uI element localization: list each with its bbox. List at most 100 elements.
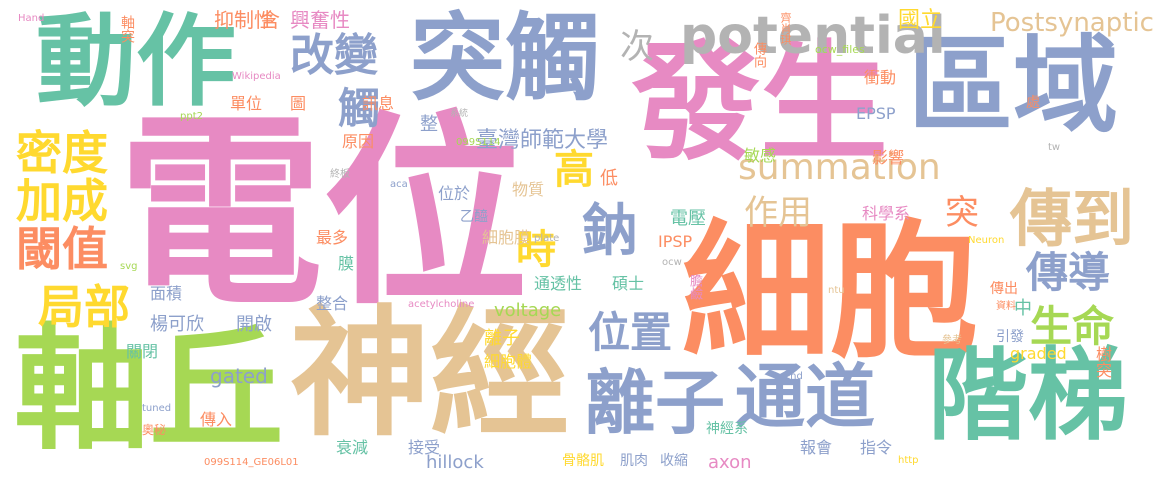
word-cloud-word: 傳入 xyxy=(200,410,233,429)
word-cloud-word: 指令 xyxy=(860,438,893,457)
word-cloud-word: 乙醯 xyxy=(460,209,488,225)
word-cloud-word: 離子 xyxy=(484,328,520,349)
word-cloud-word: svg xyxy=(120,261,138,272)
word-cloud-word: ocw xyxy=(662,257,682,268)
word-cloud-word: 次 xyxy=(620,27,654,67)
word-cloud-word: plate xyxy=(534,233,560,244)
word-cloud-word: 肌肉 xyxy=(620,453,648,469)
word-cloud-word: 引發 xyxy=(996,329,1024,345)
word-cloud-word: 神經系 xyxy=(706,421,748,437)
word-cloud-word: 終板 xyxy=(330,169,350,180)
word-cloud-word: 處 xyxy=(1026,95,1040,111)
word-cloud-word: 面積 xyxy=(150,284,183,303)
word-cloud-word: 動作 xyxy=(36,3,236,120)
word-cloud-word: IPSP xyxy=(658,232,693,251)
word-cloud-word: 衝動 xyxy=(864,68,897,87)
word-cloud-word: 臺灣師範大學 xyxy=(476,128,609,153)
word-cloud-word: tw xyxy=(1048,142,1061,153)
word-cloud-word: 接受 xyxy=(408,438,441,457)
word-cloud-word: 電位 xyxy=(118,95,528,333)
word-cloud-word: 抑制性 xyxy=(214,8,274,32)
word-cloud-word: 區域 xyxy=(908,25,1119,147)
word-cloud-word: 改變 xyxy=(290,30,378,81)
word-cloud-word: 關閉 xyxy=(126,342,159,361)
word-cloud-word: 局部 xyxy=(38,280,130,334)
word-cloud-word: 位於 xyxy=(438,184,471,203)
word-cloud-word: ppt2 xyxy=(180,111,203,122)
word-cloud-word: 碩士 xyxy=(612,274,645,293)
word-cloud-word: http xyxy=(898,455,919,466)
word-cloud-word: Hand xyxy=(18,13,45,24)
word-cloud-word: 突觸 xyxy=(410,4,601,114)
word-cloud-word: 齊肖琪 xyxy=(779,12,792,45)
word-cloud-word: 傳導 xyxy=(1026,248,1111,297)
word-cloud-word: 樹突 xyxy=(1093,346,1112,378)
word-cloud-word: ntu xyxy=(828,285,845,296)
word-cloud-word: 通透性 xyxy=(534,274,583,293)
word-cloud-word: Neuron xyxy=(968,235,1005,246)
word-cloud-word: 軸丘 xyxy=(14,311,284,468)
word-cloud-word: 興奮性 xyxy=(290,8,350,32)
word-cloud-word: 高 xyxy=(554,147,594,193)
word-cloud-word: 通道 xyxy=(735,356,875,438)
word-cloud-word: 細胞 xyxy=(682,206,978,378)
word-cloud-word: 奧秘 xyxy=(142,423,167,437)
word-cloud-word: 系統 xyxy=(450,109,469,119)
word-cloud-word: graded xyxy=(1010,344,1067,363)
word-cloud-word: Postsynaptic xyxy=(990,8,1154,38)
word-cloud-word: 鈉 xyxy=(582,199,638,264)
word-cloud-word: 觸 xyxy=(338,84,381,133)
word-cloud-word: 單位 xyxy=(230,94,263,113)
word-cloud-word: 傳向 xyxy=(751,42,766,68)
word-cloud-word: 物質 xyxy=(512,180,545,199)
word-cloud-word: summation xyxy=(738,147,941,188)
word-cloud-word: 中 xyxy=(1014,298,1032,319)
word-cloud-word: 閾值 xyxy=(16,222,108,276)
word-cloud-word: 加成 xyxy=(16,174,108,228)
word-cloud-word: 最多 xyxy=(316,228,349,247)
word-cloud-word: potential xyxy=(680,6,946,66)
word-cloud-word: 傳出 xyxy=(990,281,1018,297)
word-cloud-word: tuned xyxy=(142,403,172,414)
word-cloud-word: 圖 xyxy=(290,94,307,113)
word-cloud-word: 099S114 xyxy=(456,137,501,148)
word-cloud-word: 開啟 xyxy=(236,314,272,335)
word-cloud-word: 發生 xyxy=(632,29,889,178)
word-cloud-word: 影響 xyxy=(872,148,905,167)
word-cloud-word: 膜 xyxy=(338,254,355,273)
word-cloud-word: 整合 xyxy=(316,294,349,313)
word-cloud-word: hillock xyxy=(426,452,484,473)
word-cloud-word: 低 xyxy=(600,168,618,189)
word-cloud-word: EPSP xyxy=(856,104,896,123)
word-cloud-word: 含 xyxy=(260,8,280,32)
word-cloud-word: 國立 xyxy=(898,8,943,33)
word-cloud-word: 生命 xyxy=(1030,302,1115,351)
word-cloud-word: 報會 xyxy=(800,438,833,457)
word-cloud-word: 參考 xyxy=(942,335,962,346)
word-cloud-word: 訊息 xyxy=(362,94,395,113)
word-cloud-word: 突 xyxy=(945,193,979,233)
word-cloud-word: 科學系 xyxy=(862,204,911,223)
word-cloud-word: end xyxy=(784,371,803,382)
word-cloud-word: 資料 xyxy=(996,301,1016,312)
word-cloud-word: 作用 xyxy=(744,193,812,233)
word-cloud-word: 位置 xyxy=(588,308,673,357)
word-cloud-word: 細胞體 xyxy=(484,352,533,371)
word-cloud-word: 原因 xyxy=(342,132,375,151)
word-cloud-word: acetylcholine xyxy=(408,299,475,310)
word-cloud-word: 099S114_GE06L01 xyxy=(204,457,299,468)
word-cloud-word: 軸突 xyxy=(119,15,135,43)
word-cloud-word: 電壓 xyxy=(670,208,706,229)
word-cloud-word: 階梯 xyxy=(928,337,1128,454)
word-cloud-word: 衰減 xyxy=(336,438,369,457)
word-cloud-word: 整 xyxy=(420,114,438,135)
word-cloud-word: 時 xyxy=(516,227,556,273)
word-cloud-word: 膽鹼 xyxy=(687,274,702,300)
word-cloud-word: 神經 xyxy=(290,293,571,456)
word-cloud-word: gated xyxy=(210,364,268,388)
word-cloud-word: 敏感 xyxy=(744,146,777,165)
word-cloud-word: 骨骼肌 xyxy=(562,453,604,469)
word-cloud-word: 密度 xyxy=(16,126,108,180)
word-cloud-word: 離子 xyxy=(585,362,725,444)
